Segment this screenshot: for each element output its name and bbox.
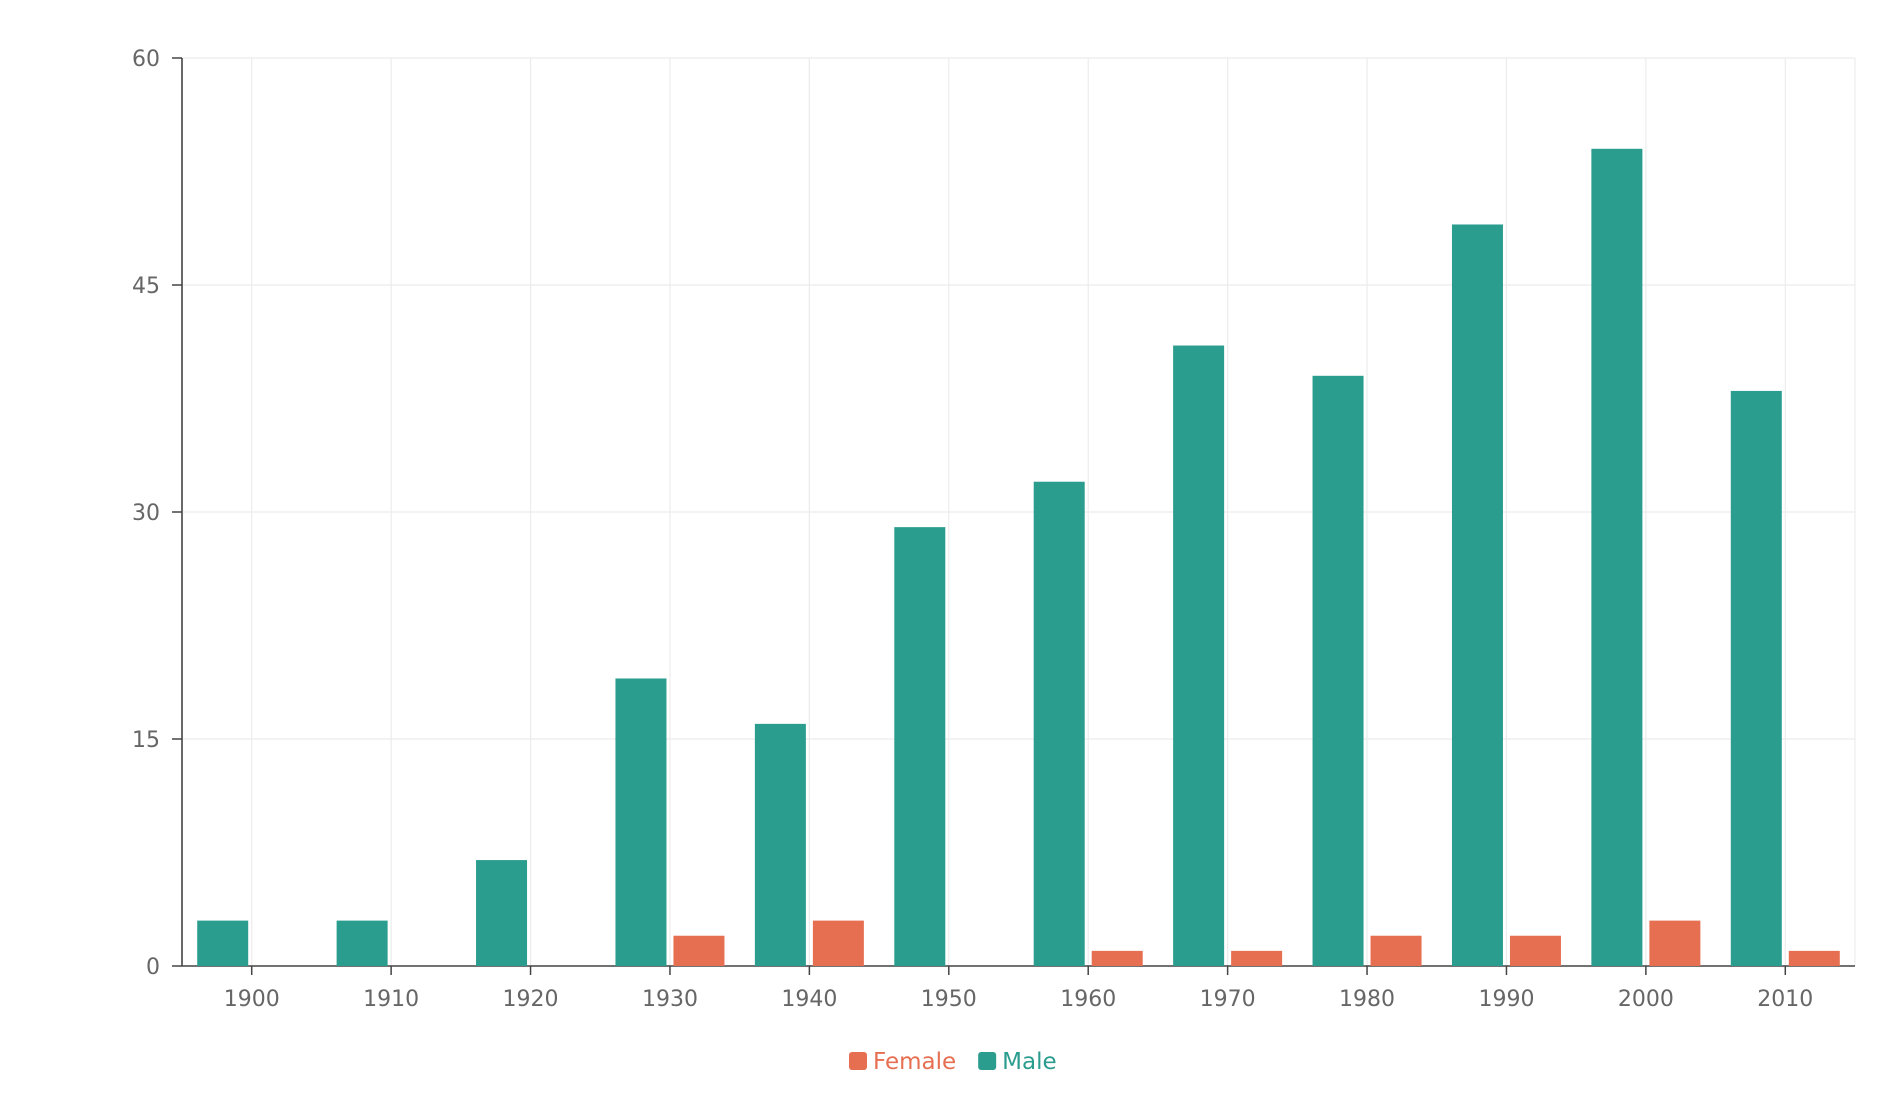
legend-label-female: Female bbox=[873, 1049, 956, 1075]
bar-female bbox=[1091, 950, 1143, 966]
bar-female bbox=[1788, 950, 1840, 966]
bars bbox=[197, 148, 1840, 967]
legend-swatch-female bbox=[849, 1052, 867, 1070]
y-tick-label: 45 bbox=[132, 274, 160, 299]
grid-lines bbox=[182, 57, 1856, 966]
bar-female bbox=[812, 920, 864, 966]
x-tick-label: 1940 bbox=[781, 987, 837, 1012]
bar-female bbox=[1649, 920, 1701, 966]
x-tick-label: 1980 bbox=[1339, 987, 1395, 1012]
bar-male bbox=[1730, 390, 1782, 966]
bar-male bbox=[336, 920, 388, 966]
bar-female bbox=[1231, 950, 1283, 966]
x-tick-label: 2000 bbox=[1618, 987, 1674, 1012]
legend[interactable]: Female Male bbox=[849, 1049, 1057, 1075]
bar-male bbox=[476, 860, 528, 966]
y-axis-ticks: 0 15 30 45 60 bbox=[132, 47, 182, 980]
x-tick-label: 1950 bbox=[921, 987, 977, 1012]
x-tick-label: 1990 bbox=[1478, 987, 1534, 1012]
x-tick-label: 1900 bbox=[224, 987, 280, 1012]
bar-male bbox=[615, 678, 667, 966]
y-tick-label: 0 bbox=[146, 955, 160, 980]
bar-female bbox=[673, 935, 725, 966]
legend-swatch-male bbox=[978, 1052, 997, 1070]
bar-male bbox=[1451, 224, 1503, 966]
x-tick-label: 1970 bbox=[1200, 987, 1256, 1012]
bar-male bbox=[1033, 481, 1085, 966]
x-tick-label: 2010 bbox=[1757, 987, 1813, 1012]
bar-female bbox=[1509, 935, 1561, 966]
y-tick-label: 30 bbox=[132, 501, 160, 526]
bar-male bbox=[1312, 375, 1364, 966]
legend-label-male: Male bbox=[1002, 1049, 1056, 1075]
x-axis-ticks: 1900 1910 1920 1930 1940 1950 1960 1970 1980 1990… bbox=[224, 966, 1813, 1012]
x-tick-label: 1910 bbox=[363, 987, 419, 1012]
y-tick-label: 15 bbox=[132, 728, 160, 753]
bar-male bbox=[894, 527, 946, 966]
bar-male bbox=[1173, 345, 1225, 966]
bar-male bbox=[197, 920, 249, 966]
bar-female bbox=[1370, 935, 1422, 966]
x-tick-label: 1960 bbox=[1060, 987, 1116, 1012]
bar-male bbox=[1591, 148, 1643, 967]
bar-male bbox=[754, 723, 806, 966]
x-tick-label: 1920 bbox=[503, 987, 559, 1012]
x-tick-label: 1930 bbox=[642, 987, 698, 1012]
y-tick-label: 60 bbox=[132, 47, 160, 72]
